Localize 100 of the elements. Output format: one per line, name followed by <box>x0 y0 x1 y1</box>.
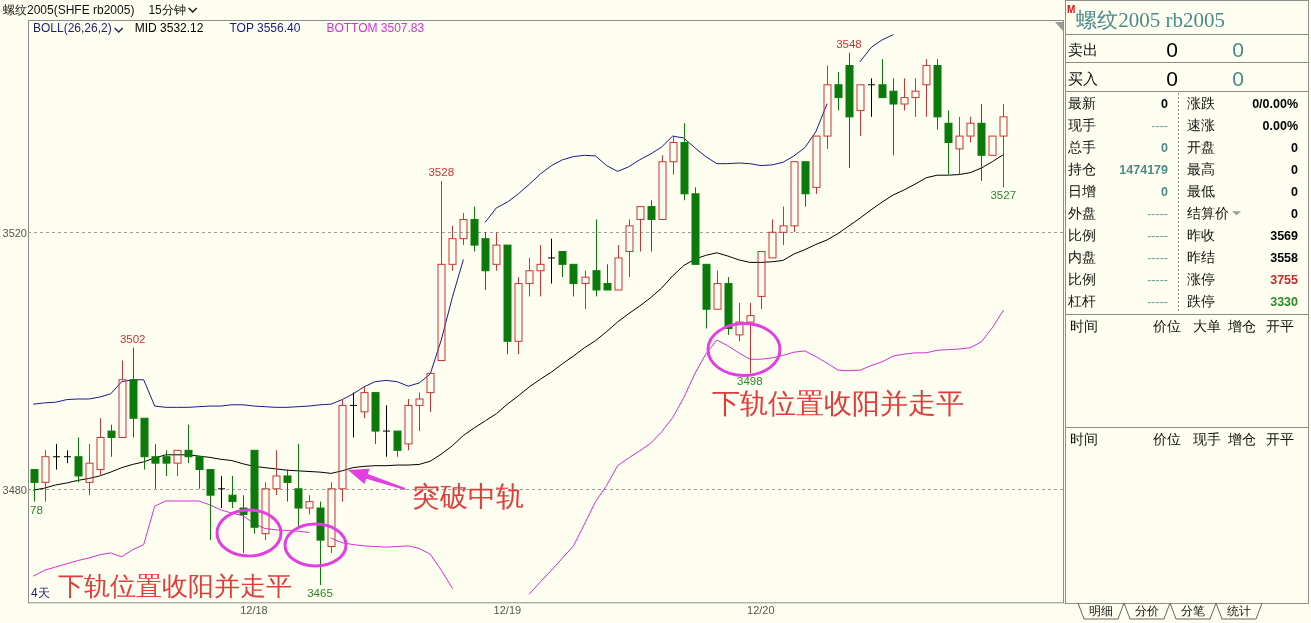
x-tick-label: 12/18 <box>240 604 268 617</box>
text: 昨收 <box>1187 227 1215 244</box>
text: 3569 <box>1270 229 1299 244</box>
candlestick <box>999 103 1008 188</box>
candlestick <box>129 347 138 438</box>
candlestick <box>603 263 612 291</box>
candlestick <box>746 302 755 374</box>
annotation: 3548 <box>836 37 862 50</box>
candlestick <box>768 218 777 259</box>
text: 卖出 <box>1068 41 1098 58</box>
text: 0.00% <box>1262 119 1298 134</box>
candlestick <box>272 449 281 496</box>
candlestick <box>96 417 105 477</box>
candlestick <box>349 392 358 438</box>
candlestick <box>669 135 678 176</box>
candlestick <box>614 244 623 291</box>
candlestick <box>933 58 942 131</box>
candlestick <box>195 456 204 490</box>
legend-title: BOLL(26,26,2) <box>33 21 112 35</box>
candlestick <box>636 206 645 253</box>
annotation: 下轨位置收阳并走平 <box>712 388 964 419</box>
annotation: 3528 <box>428 165 455 178</box>
candlestick <box>41 449 50 503</box>
text: 日增 <box>1068 183 1096 200</box>
candlestick <box>680 122 689 201</box>
text: 比例 <box>1068 271 1096 288</box>
text: ----- <box>1147 229 1168 244</box>
candlestick <box>581 270 590 310</box>
candlestick <box>812 135 821 195</box>
text: 买入 <box>1068 70 1098 87</box>
text: 现手 <box>1068 117 1096 134</box>
candlestick <box>30 469 39 503</box>
candlestick <box>525 257 534 297</box>
candlestick <box>801 161 810 208</box>
text: 0 <box>1291 207 1299 222</box>
candlestick <box>503 244 512 355</box>
text: TOP 3556.40 <box>229 21 301 35</box>
text: 0 <box>1291 141 1299 156</box>
candlestick <box>977 103 986 182</box>
text: 分价 <box>1135 604 1159 618</box>
text: 总手 <box>1067 139 1096 156</box>
candlestick <box>536 244 545 297</box>
text: 最新 <box>1068 95 1096 111</box>
candlestick <box>658 154 667 220</box>
text: 跌停 <box>1187 293 1215 310</box>
text: 时间 <box>1070 318 1098 334</box>
candlestick <box>448 225 457 272</box>
candlestick <box>878 58 887 99</box>
candlestick <box>151 443 160 490</box>
text: 0 <box>1232 67 1244 90</box>
x-tick-label: 12/19 <box>493 604 522 617</box>
text: 杠杆 <box>1067 293 1096 310</box>
candlestick <box>911 77 920 118</box>
candlestick <box>470 206 479 253</box>
candlestick <box>459 212 468 246</box>
text: 0 <box>1291 185 1299 200</box>
candlestick <box>206 469 215 541</box>
chart-title: 螺纹2005(SHFE rb2005) <box>3 3 135 17</box>
candlestick <box>713 270 722 310</box>
candlestick <box>63 449 72 464</box>
text: 昨结 <box>1187 249 1215 266</box>
text: 最高 <box>1187 161 1215 178</box>
text: 开盘 <box>1187 139 1215 156</box>
candlestick <box>955 116 964 176</box>
text: 现手 <box>1193 431 1221 447</box>
text: 持仓 <box>1068 161 1096 178</box>
text: 涨停 <box>1187 271 1215 288</box>
candlestick <box>118 360 127 438</box>
text: MID 3532.12 <box>134 21 204 35</box>
annotation: 3465 <box>307 586 333 599</box>
candlestick <box>845 52 854 169</box>
text: 0 <box>1161 141 1169 156</box>
candlestick <box>261 481 270 541</box>
text: 结算价 <box>1187 205 1229 222</box>
candlestick <box>944 109 953 176</box>
candlestick <box>140 417 149 471</box>
text: 涨跌 <box>1187 95 1215 111</box>
candlestick <box>757 251 766 310</box>
text: 明细 <box>1089 604 1113 618</box>
text: 价位 <box>1152 318 1181 334</box>
text: 价位 <box>1152 431 1181 447</box>
text: 分笔 <box>1181 604 1205 618</box>
text: M <box>1067 4 1076 15</box>
candlestick <box>371 392 380 445</box>
candlestick <box>437 180 446 362</box>
candlestick <box>702 263 711 329</box>
candlestick <box>393 430 402 458</box>
text: 开平 <box>1266 431 1294 447</box>
candlestick <box>569 263 578 297</box>
text: 螺纹2005 rb2005 <box>1076 8 1226 32</box>
candlestick <box>823 65 832 150</box>
candlestick <box>52 443 61 471</box>
candlestick <box>514 276 523 355</box>
text: 0 <box>1291 163 1299 178</box>
candlestick <box>558 251 567 278</box>
candlestick <box>426 372 435 413</box>
candlestick <box>492 231 501 272</box>
candlestick <box>834 71 843 111</box>
candlestick <box>724 276 733 336</box>
candlestick <box>85 443 94 496</box>
